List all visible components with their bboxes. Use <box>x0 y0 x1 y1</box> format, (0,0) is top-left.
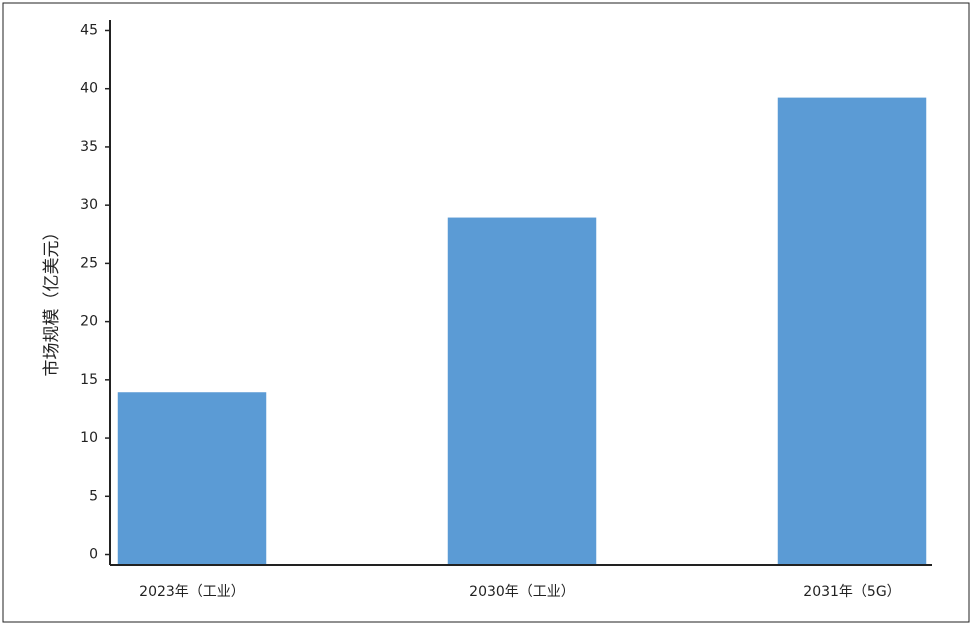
y-tick-label: 15 <box>80 372 98 388</box>
y-tick-label: 25 <box>80 255 98 271</box>
y-tick-label: 10 <box>80 430 98 446</box>
x-tick-label: 2031年（5G） <box>803 584 900 600</box>
y-tick-label: 40 <box>80 81 98 97</box>
y-tick-label: 35 <box>80 139 98 155</box>
y-tick-label: 0 <box>89 547 98 563</box>
x-tick-label: 2030年（工业） <box>469 584 575 600</box>
bar <box>446 216 598 566</box>
y-tick-label: 30 <box>80 197 98 213</box>
x-tick-label: 2023年（工业） <box>139 584 245 600</box>
bar <box>776 96 928 566</box>
y-axis-title: 市场规模（亿美元） <box>42 224 62 377</box>
y-tick-label: 45 <box>80 22 98 38</box>
y-tick-label: 20 <box>80 314 98 330</box>
y-tick-label: 5 <box>89 488 98 504</box>
bar <box>116 390 268 566</box>
